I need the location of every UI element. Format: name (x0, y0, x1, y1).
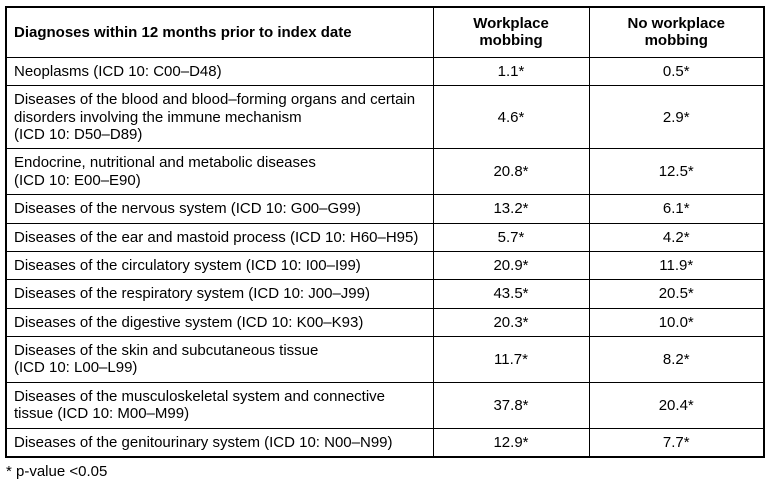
diagnosis-cell: Diseases of the musculoskeletal system a… (5, 381, 434, 429)
table-row: Diseases of the skin and subcutaneous ti… (5, 336, 765, 383)
table-row: Diseases of the genitourinary system (IC… (5, 427, 765, 458)
workplace-mobbing-value: 20.9* (432, 250, 590, 281)
table-row: Diseases of the respiratory system (ICD … (5, 279, 765, 309)
table-header: Diagnoses within 12 months prior to inde… (5, 6, 765, 58)
diagnosis-cell: Diseases of the ear and mastoid process … (5, 222, 434, 252)
no-workplace-mobbing-value: 20.4* (588, 381, 765, 429)
header-workplace-mobbing: Workplace mobbing (432, 6, 590, 58)
workplace-mobbing-value: 43.5* (432, 279, 590, 309)
table-row: Neoplasms (ICD 10: C00–D48) 1.1* 0.5* (5, 56, 765, 87)
diagnosis-cell: Diseases of the nervous system (ICD 10: … (5, 194, 434, 224)
workplace-mobbing-value: 20.8* (432, 148, 590, 196)
diagnosis-cell: Diseases of the digestive system (ICD 10… (5, 307, 434, 338)
no-workplace-mobbing-value: 12.5* (588, 148, 765, 196)
diagnosis-cell: Diseases of the skin and subcutaneous ti… (5, 336, 434, 383)
no-workplace-mobbing-value: 2.9* (588, 85, 765, 150)
diagnoses-table: Diagnoses within 12 months prior to inde… (5, 6, 765, 459)
table-row: Diseases of the nervous system (ICD 10: … (5, 194, 765, 224)
table-row: Diseases of the musculoskeletal system a… (5, 381, 765, 429)
workplace-mobbing-value: 5.7* (432, 222, 590, 252)
workplace-mobbing-value: 4.6* (432, 85, 590, 150)
no-workplace-mobbing-value: 10.0* (588, 307, 765, 338)
diagnosis-cell: Diseases of the circulatory system (ICD … (5, 250, 434, 281)
p-value-footnote: * p-value <0.05 (6, 463, 108, 481)
no-workplace-mobbing-value: 0.5* (588, 56, 765, 87)
workplace-mobbing-value: 11.7* (432, 336, 590, 383)
no-workplace-mobbing-value: 7.7* (588, 427, 765, 458)
no-workplace-mobbing-value: 8.2* (588, 336, 765, 383)
diagnosis-cell: Diseases of the respiratory system (ICD … (5, 279, 434, 309)
page: Diagnoses within 12 months prior to inde… (5, 6, 765, 480)
table-row: Diseases of the digestive system (ICD 10… (5, 307, 765, 338)
workplace-mobbing-value: 20.3* (432, 307, 590, 338)
no-workplace-mobbing-value: 11.9* (588, 250, 765, 281)
table-row: Endocrine, nutritional and metabolic dis… (5, 148, 765, 196)
header-no-workplace-mobbing: No workplace mobbing (588, 6, 765, 58)
table-body: Neoplasms (ICD 10: C00–D48) 1.1* 0.5* Di… (5, 56, 765, 458)
workplace-mobbing-value: 13.2* (432, 194, 590, 224)
no-workplace-mobbing-value: 6.1* (588, 194, 765, 224)
table-row: Diseases of the circulatory system (ICD … (5, 250, 765, 281)
table-row: Diseases of the blood and blood–forming … (5, 85, 765, 150)
table-row: Diseases of the ear and mastoid process … (5, 222, 765, 252)
workplace-mobbing-value: 1.1* (432, 56, 590, 87)
header-row: Diagnoses within 12 months prior to inde… (5, 6, 765, 58)
diagnosis-cell: Diseases of the blood and blood–forming … (5, 85, 434, 150)
no-workplace-mobbing-value: 20.5* (588, 279, 765, 309)
diagnosis-cell: Neoplasms (ICD 10: C00–D48) (5, 56, 434, 87)
diagnosis-cell: Endocrine, nutritional and metabolic dis… (5, 148, 434, 196)
workplace-mobbing-value: 12.9* (432, 427, 590, 458)
diagnosis-cell: Diseases of the genitourinary system (IC… (5, 427, 434, 458)
no-workplace-mobbing-value: 4.2* (588, 222, 765, 252)
workplace-mobbing-value: 37.8* (432, 381, 590, 429)
header-diagnoses: Diagnoses within 12 months prior to inde… (5, 6, 434, 58)
